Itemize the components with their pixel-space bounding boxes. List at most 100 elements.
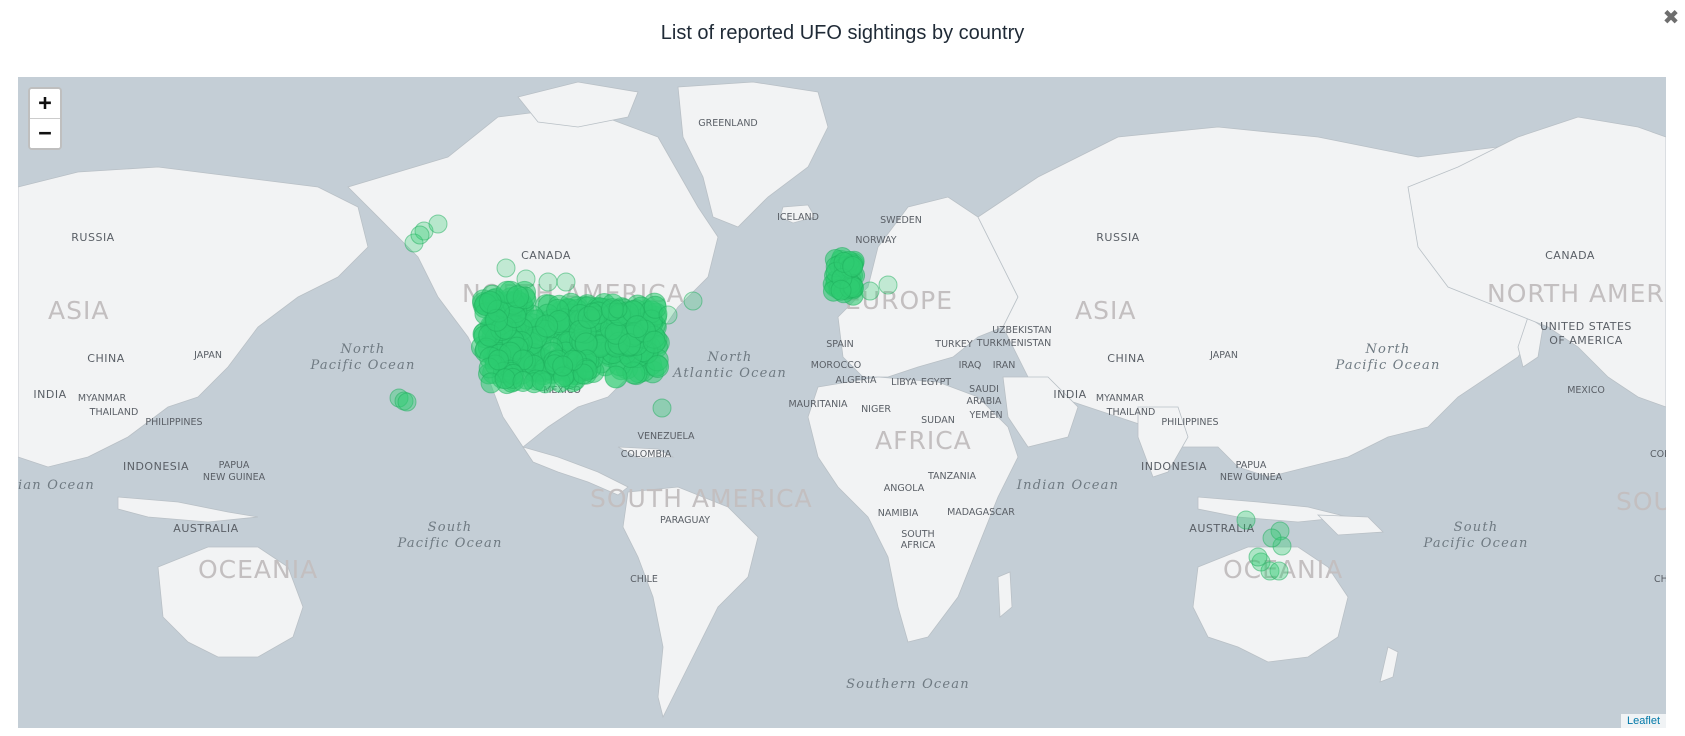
label-country: MYANMAR [1096, 393, 1145, 404]
sighting-marker[interactable] [494, 368, 516, 390]
zoom-out-button[interactable]: − [30, 118, 60, 148]
sighting-marker[interactable] [1272, 536, 1292, 556]
label-country: INDIA [1053, 388, 1086, 401]
sighting-marker[interactable] [428, 214, 448, 234]
label-country: ANGOLA [884, 483, 925, 494]
sighting-marker[interactable] [830, 279, 852, 301]
label-ocean: Pacific Ocean [1334, 358, 1440, 373]
sighting-marker[interactable] [538, 272, 558, 292]
sighting-marker[interactable] [604, 365, 628, 389]
land-india [1137, 406, 1189, 478]
label-country: YEMEN [968, 410, 1002, 421]
land-central-america [522, 446, 629, 496]
sighting-marker[interactable] [1248, 547, 1268, 567]
sighting-marker[interactable] [1236, 510, 1256, 530]
label-ocean: South [428, 520, 473, 535]
label-country: CHILE [630, 574, 658, 585]
sighting-marker[interactable] [643, 295, 667, 319]
sighting-marker[interactable] [506, 285, 530, 309]
sighting-marker[interactable] [478, 290, 502, 314]
label-country: AUSTRALIA [173, 522, 238, 535]
sighting-marker[interactable] [410, 225, 430, 245]
world-map[interactable]: ASIA NORTH AMERICA EUROPE AFRICA SOUTH A… [18, 77, 1666, 728]
sighting-marker[interactable] [842, 256, 864, 278]
label-ocean: ian Ocean [18, 478, 95, 493]
label-ocean: Pacific Ocean [1422, 536, 1528, 551]
label-country: CANADA [521, 249, 571, 262]
sighting-marker[interactable] [608, 299, 628, 319]
sighting-marker[interactable] [583, 302, 603, 322]
sighting-marker[interactable] [1269, 561, 1289, 581]
sighting-marker[interactable] [625, 315, 649, 339]
land-iceland [779, 204, 816, 224]
label-country: TANZANIA [927, 471, 977, 482]
label-oceania-west: OCEANIA [198, 555, 318, 584]
label-country: PARAGUAY [660, 515, 710, 526]
label-country: NEW GUINEA [203, 472, 266, 483]
label-country: JAPAN [1209, 350, 1238, 361]
land-new-zealand [1379, 646, 1399, 683]
land-australia-west-wrap [157, 546, 304, 658]
land-australia [1192, 546, 1349, 663]
label-country: RUSSIA [1096, 231, 1139, 244]
sighting-marker[interactable] [658, 305, 678, 325]
sighting-marker[interactable] [878, 275, 898, 295]
sighting-marker[interactable] [487, 349, 509, 371]
label-country: THAILAND [89, 407, 139, 418]
land-new-guinea [1316, 514, 1384, 536]
label-country: THAILAND [1106, 407, 1156, 418]
sighting-marker[interactable] [552, 355, 574, 377]
label-country: CHINA [87, 352, 124, 365]
label-country: ALGERIA [835, 375, 877, 386]
label-country: INDIA [33, 388, 66, 401]
sighting-marker[interactable] [535, 314, 559, 338]
label-africa: AFRICA [875, 426, 972, 455]
sighting-marker[interactable] [642, 330, 666, 354]
label-country: INDONESIA [1141, 460, 1207, 473]
land-south-america [622, 486, 759, 719]
sighting-marker[interactable] [646, 355, 670, 379]
leaflet-attribution-link[interactable]: Leaflet [1620, 714, 1666, 728]
close-icon[interactable]: ✖ [1662, 5, 1680, 29]
label-country: NORWAY [855, 235, 896, 246]
sighting-marker[interactable] [516, 269, 536, 289]
label-country: SOUTH [901, 529, 934, 540]
sighting-markers[interactable] [389, 214, 1292, 581]
label-country: CANADA [1545, 249, 1595, 262]
sighting-marker[interactable] [652, 398, 672, 418]
label-ocean: North [339, 342, 385, 357]
label-ocean: Southern Ocean [846, 677, 970, 692]
label-country: SUDAN [921, 415, 955, 426]
sighting-marker[interactable] [860, 281, 880, 301]
sighting-marker[interactable] [397, 392, 417, 412]
label-country: OF AMERICA [1549, 334, 1623, 347]
sighting-marker[interactable] [1262, 528, 1282, 548]
label-country: EGYPT [921, 377, 951, 388]
land-japan [1517, 316, 1544, 368]
label-country: SWEDEN [880, 215, 922, 226]
label-country: COLOMBIA [621, 449, 672, 460]
label-country: CHI [1654, 574, 1666, 585]
label-ocean: North [1364, 342, 1410, 357]
sighting-marker[interactable] [531, 370, 553, 392]
label-ocean: Pacific Ocean [309, 358, 415, 373]
sighting-marker[interactable] [1270, 521, 1290, 541]
country-labels: GREENLAND RUSSIA CANADA ICELAND SWEDEN N… [33, 118, 1666, 585]
land-madagascar [997, 571, 1013, 618]
zoom-in-button[interactable]: + [30, 89, 60, 118]
label-country: MOROCCO [811, 360, 862, 371]
label-country: NEW GUINEA [1220, 472, 1283, 483]
dialog-title: List of reported UFO sightings by countr… [660, 22, 1025, 44]
sighting-marker[interactable] [683, 291, 703, 311]
sighting-marker[interactable] [496, 258, 516, 278]
label-country: LIBYA [891, 377, 917, 388]
sighting-marker[interactable] [512, 371, 534, 393]
label-ocean: Indian Ocean [1016, 478, 1119, 493]
sighting-marker[interactable] [556, 272, 576, 292]
label-country: ARABIA [966, 396, 1002, 407]
label-country: SAUDI [969, 384, 999, 395]
label-country: IRAN [993, 360, 1016, 371]
land-africa [807, 376, 1019, 643]
label-country: CHINA [1107, 352, 1144, 365]
zoom-control: + − [28, 87, 62, 150]
